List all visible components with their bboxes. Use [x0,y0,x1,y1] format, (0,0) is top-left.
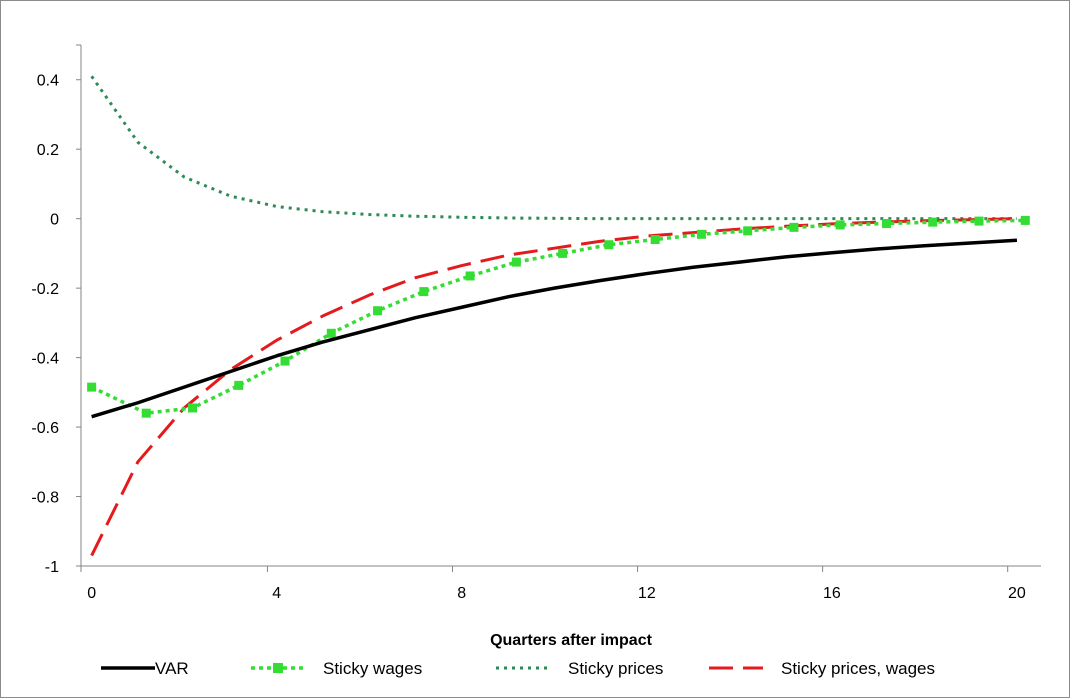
y-tick-label: 0.2 [37,142,59,159]
legend: VAR Sticky wages Sticky prices Sticky price… [101,659,935,678]
legend-label: Sticky prices, wages [781,659,935,678]
y-tick-label: -0.8 [31,490,59,507]
x-tick-label: 20 [1008,585,1026,602]
data-point-marker [558,248,568,258]
legend-item-sticky-wages: Sticky wages [251,659,422,678]
series-sticky-prices-wages [90,217,1017,557]
data-point-marker [187,403,197,413]
series-line-sticky-prices-wages [90,217,1017,557]
data-point-marker [928,217,938,227]
data-point-marker [87,382,97,392]
x-tick-label: 12 [638,585,656,602]
legend-label: VAR [155,659,189,678]
data-point-marker [373,306,383,316]
x-tick-label: 0 [87,585,96,602]
data-point-marker [881,219,891,229]
data-point-marker [1020,215,1030,225]
data-point-marker [141,408,151,418]
data-point-marker [280,356,290,366]
data-point-marker [789,222,799,232]
data-point-marker [604,240,614,250]
legend-item-sticky-prices: Sticky prices [496,659,663,678]
series-line-var [91,238,1018,419]
data-point-marker [650,235,660,245]
legend-item-var: VAR [101,659,189,678]
series-layer [87,75,1030,557]
data-point-marker [696,229,706,239]
y-tick-label: -0.4 [31,351,59,368]
legend-item-sticky-prices-wages: Sticky prices, wages [709,659,935,678]
data-point-marker [234,380,244,390]
data-point-marker [743,226,753,236]
data-point-marker [835,220,845,230]
series-sticky-prices [90,75,1017,221]
data-point-marker [511,257,521,267]
series-line-sticky-prices [90,75,1017,221]
data-point-marker [974,216,984,226]
x-tick-label: 16 [823,585,841,602]
y-tick-label: 0 [50,212,59,229]
data-point-marker [465,271,475,281]
axes: 0.4 0.2 0 -0.2 -0.4 -0.6 -0.8 -1 0 4 8 12 16 20 [31,44,1041,602]
data-point-marker [326,328,336,338]
legend-label: Sticky prices [568,659,663,678]
x-tick-label: 4 [272,585,281,602]
series-sticky-wages [87,215,1030,418]
y-tick-label: -1 [45,559,59,576]
y-tick-label: -0.6 [31,420,59,437]
legend-marker [273,663,283,673]
y-tick-label: 0.4 [37,73,59,90]
x-tick-label: 8 [457,585,466,602]
y-tick-label: -0.2 [31,281,59,298]
legend-label: Sticky wages [323,659,422,678]
data-point-marker [419,287,429,297]
series-var [91,238,1018,419]
x-axis-title: Quarters after impact [490,632,653,649]
